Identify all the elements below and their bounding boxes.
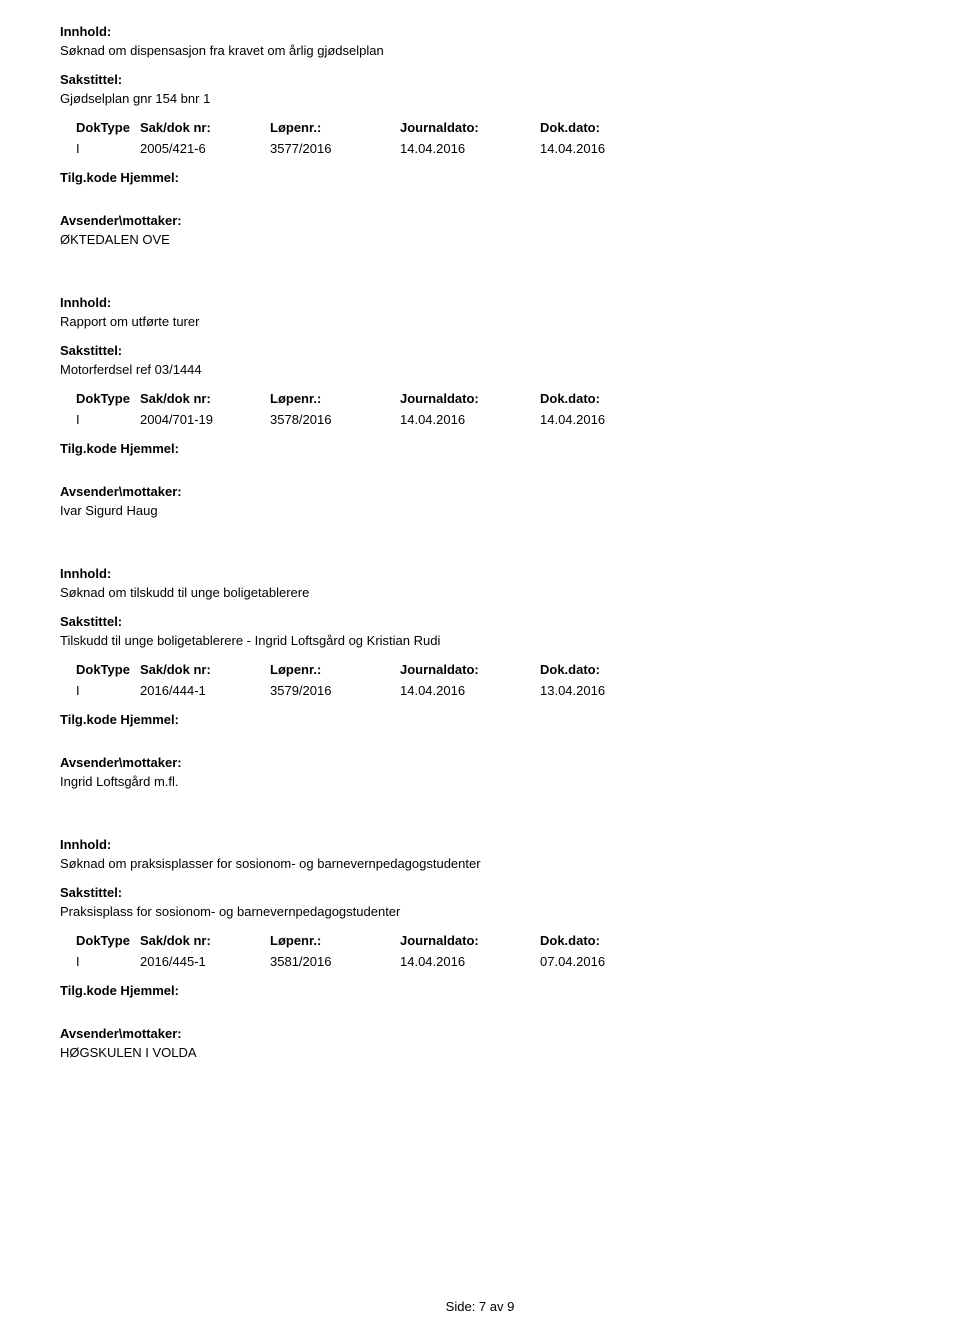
col-saknr-label: Sak/dok nr: (140, 120, 270, 135)
dokdato-value: 14.04.2016 (540, 141, 670, 156)
saknr-value: 2004/701-19 (140, 412, 270, 427)
saknr-value: 2016/445-1 (140, 954, 270, 969)
sakstittel-label: Sakstittel: (60, 614, 900, 629)
table-row: I 2004/701-19 3578/2016 14.04.2016 14.04… (60, 412, 900, 427)
col-doktype-label: DokType (60, 933, 140, 948)
col-doktype-label: DokType (60, 120, 140, 135)
innhold-value: Søknad om dispensasjon fra kravet om årl… (60, 43, 900, 58)
sakstittel-label: Sakstittel: (60, 72, 900, 87)
table-header: DokType Sak/dok nr: Løpenr.: Journaldato… (60, 391, 900, 406)
lopenr-value: 3579/2016 (270, 683, 400, 698)
avsender-value: Ivar Sigurd Haug (60, 503, 900, 518)
col-doktype-label: DokType (60, 391, 140, 406)
journal-value: 14.04.2016 (400, 412, 540, 427)
col-journal-label: Journaldato: (400, 391, 540, 406)
col-lopenr-label: Løpenr.: (270, 933, 400, 948)
avsender-value: ØKTEDALEN OVE (60, 232, 900, 247)
journal-entry: Innhold: Søknad om praksisplasser for so… (60, 837, 900, 1060)
avsender-label: Avsender\mottaker: (60, 755, 900, 770)
journal-entry: Innhold: Søknad om tilskudd til unge bol… (60, 566, 900, 789)
sakstittel-value: Praksisplass for sosionom- og barnevernp… (60, 904, 900, 919)
sakstittel-label: Sakstittel: (60, 343, 900, 358)
col-dokdato-label: Dok.dato: (540, 391, 670, 406)
journal-value: 14.04.2016 (400, 141, 540, 156)
tilgkode-label: Tilg.kode Hjemmel: (60, 983, 900, 998)
document-container: Innhold: Søknad om dispensasjon fra krav… (60, 24, 900, 1060)
lopenr-value: 3578/2016 (270, 412, 400, 427)
lopenr-value: 3577/2016 (270, 141, 400, 156)
col-doktype-label: DokType (60, 662, 140, 677)
saknr-value: 2005/421-6 (140, 141, 270, 156)
col-lopenr-label: Løpenr.: (270, 120, 400, 135)
avsender-label: Avsender\mottaker: (60, 1026, 900, 1041)
table-row: I 2016/444-1 3579/2016 14.04.2016 13.04.… (60, 683, 900, 698)
col-journal-label: Journaldato: (400, 933, 540, 948)
sakstittel-label: Sakstittel: (60, 885, 900, 900)
doktype-value: I (60, 683, 140, 698)
table-header: DokType Sak/dok nr: Løpenr.: Journaldato… (60, 120, 900, 135)
col-lopenr-label: Løpenr.: (270, 391, 400, 406)
col-lopenr-label: Løpenr.: (270, 662, 400, 677)
dokdato-value: 07.04.2016 (540, 954, 670, 969)
journal-value: 14.04.2016 (400, 683, 540, 698)
avsender-value: HØGSKULEN I VOLDA (60, 1045, 900, 1060)
doktype-value: I (60, 412, 140, 427)
journal-entry: Innhold: Rapport om utførte turer Saksti… (60, 295, 900, 518)
dokdato-value: 13.04.2016 (540, 683, 670, 698)
doktype-value: I (60, 954, 140, 969)
col-dokdato-label: Dok.dato: (540, 933, 670, 948)
sakstittel-value: Motorferdsel ref 03/1444 (60, 362, 900, 377)
dokdato-value: 14.04.2016 (540, 412, 670, 427)
innhold-label: Innhold: (60, 24, 900, 39)
innhold-label: Innhold: (60, 295, 900, 310)
innhold-value: Søknad om tilskudd til unge boligetabler… (60, 585, 900, 600)
table-row: I 2016/445-1 3581/2016 14.04.2016 07.04.… (60, 954, 900, 969)
table-header: DokType Sak/dok nr: Løpenr.: Journaldato… (60, 662, 900, 677)
sakstittel-value: Gjødselplan gnr 154 bnr 1 (60, 91, 900, 106)
col-dokdato-label: Dok.dato: (540, 662, 670, 677)
page-footer: Side: 7 av 9 (0, 1299, 960, 1314)
table-header: DokType Sak/dok nr: Løpenr.: Journaldato… (60, 933, 900, 948)
tilgkode-label: Tilg.kode Hjemmel: (60, 712, 900, 727)
col-dokdato-label: Dok.dato: (540, 120, 670, 135)
tilgkode-label: Tilg.kode Hjemmel: (60, 441, 900, 456)
innhold-value: Søknad om praksisplasser for sosionom- o… (60, 856, 900, 871)
journal-entry: Innhold: Søknad om dispensasjon fra krav… (60, 24, 900, 247)
tilgkode-label: Tilg.kode Hjemmel: (60, 170, 900, 185)
avsender-value: Ingrid Loftsgård m.fl. (60, 774, 900, 789)
saknr-value: 2016/444-1 (140, 683, 270, 698)
innhold-value: Rapport om utførte turer (60, 314, 900, 329)
col-journal-label: Journaldato: (400, 120, 540, 135)
sakstittel-value: Tilskudd til unge boligetablerere - Ingr… (60, 633, 900, 648)
innhold-label: Innhold: (60, 837, 900, 852)
col-saknr-label: Sak/dok nr: (140, 933, 270, 948)
col-journal-label: Journaldato: (400, 662, 540, 677)
doktype-value: I (60, 141, 140, 156)
col-saknr-label: Sak/dok nr: (140, 662, 270, 677)
innhold-label: Innhold: (60, 566, 900, 581)
avsender-label: Avsender\mottaker: (60, 213, 900, 228)
journal-value: 14.04.2016 (400, 954, 540, 969)
table-row: I 2005/421-6 3577/2016 14.04.2016 14.04.… (60, 141, 900, 156)
avsender-label: Avsender\mottaker: (60, 484, 900, 499)
col-saknr-label: Sak/dok nr: (140, 391, 270, 406)
lopenr-value: 3581/2016 (270, 954, 400, 969)
